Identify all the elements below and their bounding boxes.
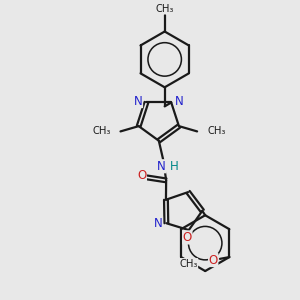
- Text: O: O: [208, 254, 218, 266]
- Text: N: N: [154, 217, 163, 230]
- Text: O: O: [137, 169, 146, 182]
- Text: N: N: [134, 94, 142, 107]
- Text: N: N: [157, 160, 166, 173]
- Text: CH₃: CH₃: [207, 126, 226, 136]
- Text: H: H: [169, 160, 178, 173]
- Text: O: O: [183, 231, 192, 244]
- Text: CH₃: CH₃: [155, 4, 174, 14]
- Text: N: N: [175, 94, 184, 107]
- Text: CH₃: CH₃: [179, 259, 198, 269]
- Text: CH₃: CH₃: [93, 126, 111, 136]
